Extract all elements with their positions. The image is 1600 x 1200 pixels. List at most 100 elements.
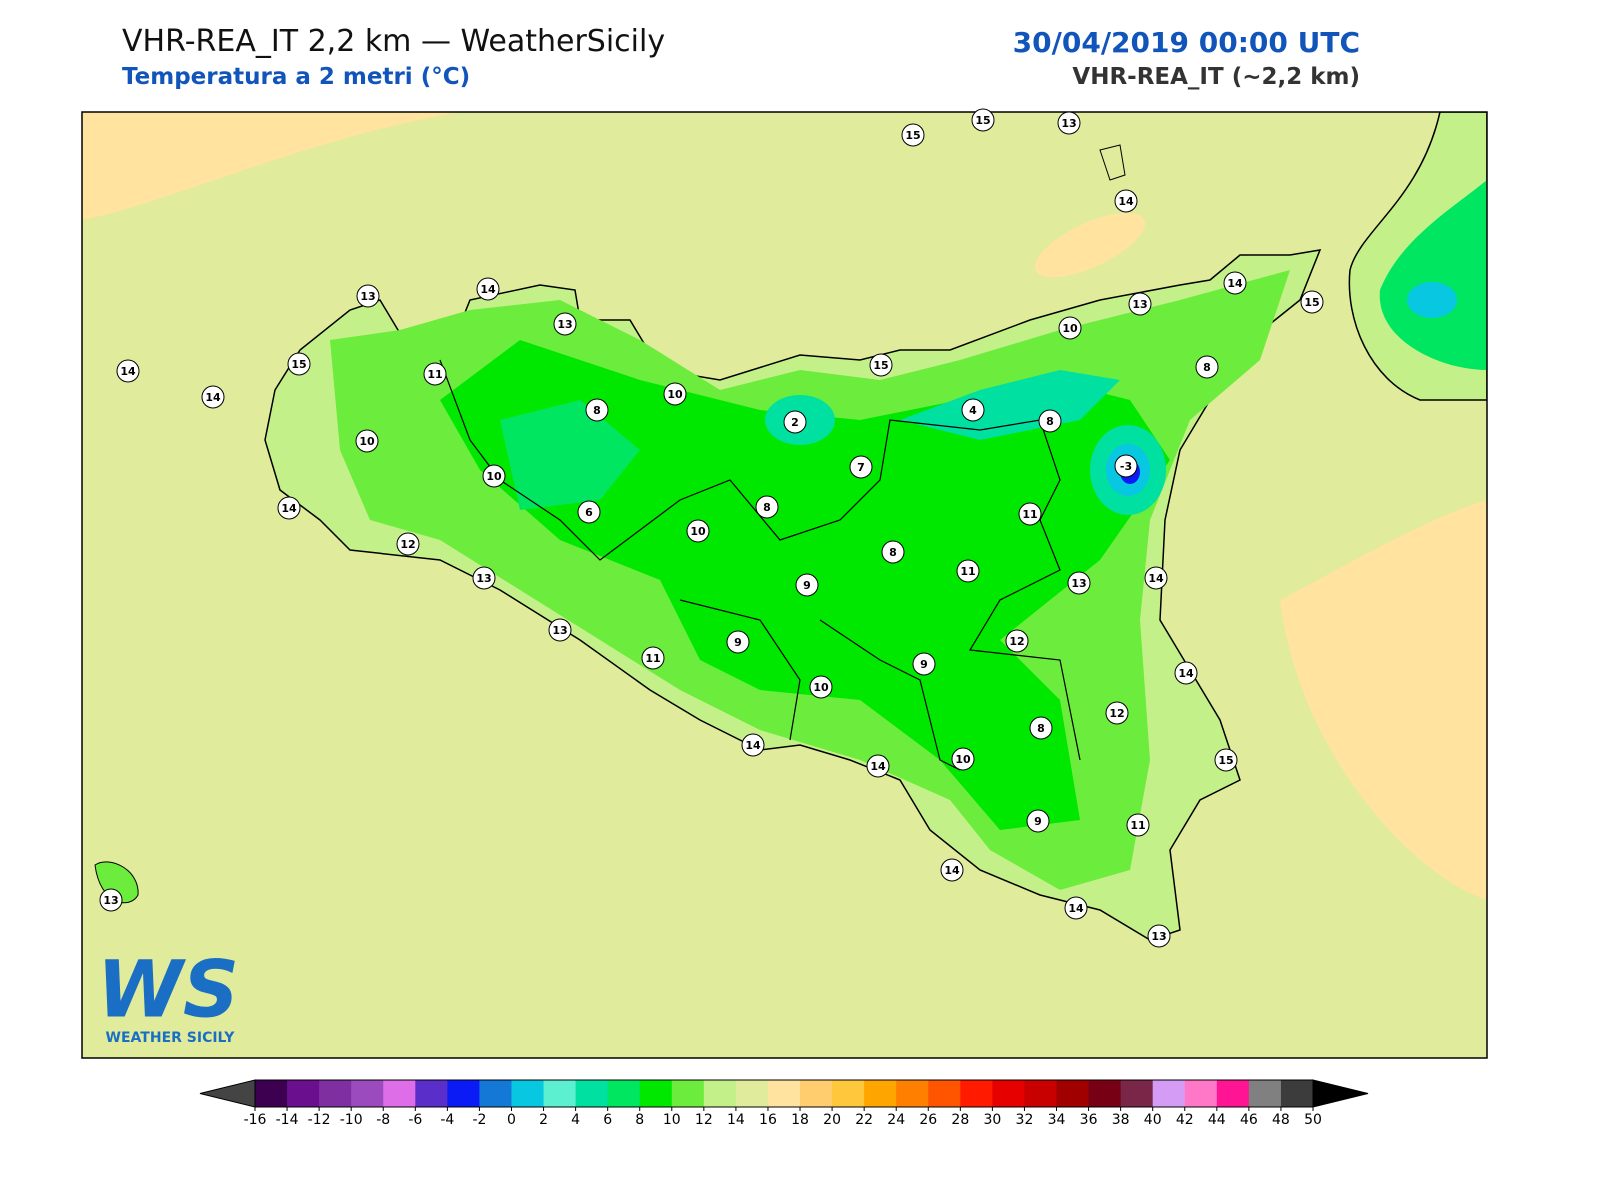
station-marker	[912, 652, 936, 676]
station-value: 10	[359, 435, 375, 448]
colorbar-tick-label: 38	[1112, 1112, 1130, 1128]
station-marker	[641, 646, 665, 670]
station: 10	[355, 429, 379, 453]
station-marker	[971, 108, 995, 132]
cold-area	[900, 370, 1120, 440]
station-value: 8	[593, 404, 601, 417]
station-value: 13	[557, 318, 572, 331]
station-marker	[1038, 409, 1062, 433]
station: 11	[641, 646, 665, 670]
station: 11	[1018, 502, 1042, 526]
station-marker	[1300, 290, 1324, 314]
colorbar-tick-label: 4	[571, 1112, 580, 1128]
station-value: 10	[955, 753, 971, 766]
station-value: 9	[920, 658, 928, 671]
station-marker	[951, 747, 975, 771]
colorbar-tick-label: 44	[1208, 1112, 1226, 1128]
station-marker	[783, 410, 807, 434]
station: 14	[476, 277, 500, 301]
colorbar-tick-label: 50	[1304, 1112, 1322, 1128]
colorbar-box	[1088, 1080, 1122, 1107]
station-value: 8	[1203, 361, 1211, 374]
station-marker	[901, 123, 925, 147]
station-value: 4	[969, 404, 977, 417]
station-value: 8	[763, 501, 771, 514]
colorbar-tick-label: 10	[663, 1112, 681, 1128]
colorbar-tick-label: 30	[983, 1112, 1001, 1128]
station: 8	[881, 540, 905, 564]
station: 8	[1195, 355, 1219, 379]
colorbar-box	[351, 1080, 384, 1107]
station: -3	[1114, 454, 1138, 478]
station-marker	[1126, 813, 1150, 837]
colorbar-box	[896, 1080, 929, 1107]
colorbar-tick-label: -4	[440, 1112, 454, 1128]
colorbar-tick-label: 22	[855, 1112, 873, 1128]
colorbar-box	[928, 1080, 961, 1107]
station-marker	[1223, 271, 1247, 295]
colorbar-tick-label: -10	[340, 1112, 363, 1128]
colorbar-tick-label: 26	[919, 1112, 937, 1128]
station-value: 13	[1151, 930, 1166, 943]
station-marker	[1174, 661, 1198, 685]
colorbar-box	[992, 1080, 1025, 1107]
station: 13	[553, 312, 577, 336]
station: 9	[912, 652, 936, 676]
province-border	[439, 359, 1081, 771]
station-marker	[795, 573, 819, 597]
station: 9	[1026, 809, 1050, 833]
warm-area	[1034, 212, 1146, 278]
station-value: 13	[1071, 577, 1086, 590]
station-marker	[881, 540, 905, 564]
station: 2	[783, 410, 807, 434]
station-marker	[356, 284, 380, 308]
station-marker	[577, 500, 601, 524]
station-marker	[585, 398, 609, 422]
station-value: 14	[120, 365, 136, 378]
station-value: 14	[944, 864, 960, 877]
station-marker	[726, 630, 750, 654]
station-marker	[956, 559, 980, 583]
station: 4	[961, 398, 985, 422]
station-value: 14	[1118, 195, 1134, 208]
cold-area	[1407, 282, 1457, 318]
colorbar-box	[735, 1080, 769, 1107]
datetime: 30/04/2019 00:00 UTC	[1012, 26, 1360, 59]
colorbar-tick-label: 24	[887, 1112, 905, 1128]
colorbar-box	[383, 1080, 416, 1107]
station-value: 15	[1304, 296, 1319, 309]
station-marker	[1005, 629, 1029, 653]
station: 14	[277, 496, 301, 520]
station: 15	[287, 352, 311, 376]
station-value: 10	[690, 525, 706, 538]
colorbar-box	[1024, 1080, 1058, 1107]
station: 14	[1064, 896, 1088, 920]
colorbar-box	[479, 1080, 512, 1107]
colorbar-box	[639, 1080, 673, 1107]
station-marker	[1147, 924, 1171, 948]
station-value: 14	[281, 502, 297, 515]
colorbar-box	[671, 1080, 705, 1107]
station-marker	[741, 733, 765, 757]
station-value: 14	[480, 283, 496, 296]
station-marker	[809, 675, 833, 699]
station-value: 13	[360, 290, 375, 303]
subtitle: Temperatura a 2 metri (°C)	[122, 64, 471, 90]
station: 14	[1114, 189, 1138, 213]
colorbar-tick-label: -2	[472, 1112, 486, 1128]
colorbar-box	[319, 1080, 352, 1107]
station-marker	[849, 455, 873, 479]
station: 10	[482, 464, 506, 488]
station-marker	[961, 398, 985, 422]
station: 8	[755, 495, 779, 519]
station-value: 13	[103, 894, 118, 907]
station-marker	[482, 464, 506, 488]
station-marker	[1026, 809, 1050, 833]
colorbar-tick-label: 6	[603, 1112, 612, 1128]
station: 11	[1126, 813, 1150, 837]
station: 13	[99, 888, 123, 912]
station-value: 15	[905, 129, 920, 142]
colorbar-box	[1120, 1080, 1154, 1107]
station: 9	[726, 630, 750, 654]
station-marker	[1064, 896, 1088, 920]
